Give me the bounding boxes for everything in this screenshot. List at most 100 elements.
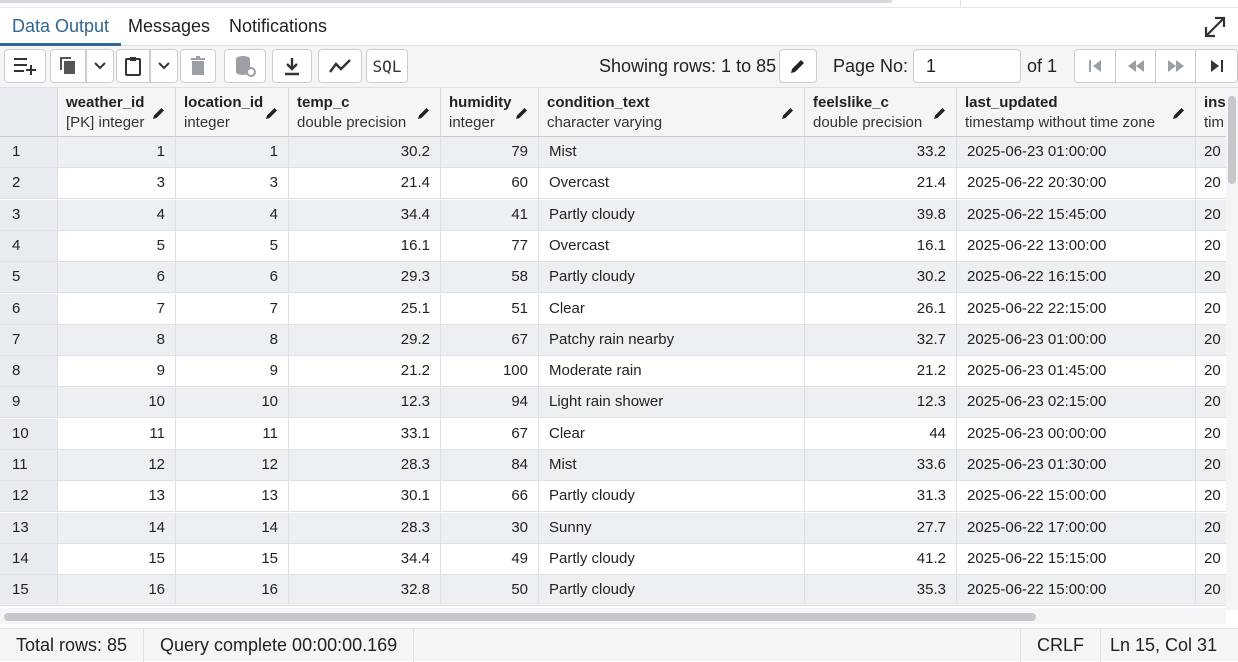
row-number[interactable]: 3 bbox=[0, 199, 58, 231]
cell-location-id[interactable]: 6 bbox=[176, 262, 289, 294]
cell-location-id[interactable]: 8 bbox=[176, 324, 289, 356]
cell-weather-id[interactable]: 4 bbox=[58, 199, 176, 231]
cell-temp-c[interactable]: 33.1 bbox=[289, 418, 441, 450]
vertical-scrollbar[interactable] bbox=[1226, 88, 1238, 610]
cell-humidity[interactable]: 30 bbox=[441, 512, 539, 544]
column-header-ins[interactable]: ins tim bbox=[1196, 88, 1226, 137]
edit-column-pencil-icon[interactable] bbox=[932, 105, 948, 121]
cell-temp-c[interactable]: 34.4 bbox=[289, 543, 441, 575]
cell-temp-c[interactable]: 21.2 bbox=[289, 356, 441, 388]
table-row[interactable]: 8 9 9 21.2 100 Moderate rain 21.2 2025-06-23 01… bbox=[0, 356, 1226, 388]
column-header-condition-text[interactable]: condition_text character varying bbox=[539, 88, 805, 137]
cell-last-updated[interactable]: 2025-06-22 13:00:00 bbox=[957, 230, 1196, 262]
column-header-feelslike-c[interactable]: feelslike_c double precision bbox=[805, 88, 957, 137]
cell-temp-c[interactable]: 25.1 bbox=[289, 293, 441, 325]
cell-weather-id[interactable]: 13 bbox=[58, 481, 176, 513]
row-number[interactable]: 14 bbox=[0, 543, 58, 575]
cell-location-id[interactable]: 16 bbox=[176, 575, 289, 606]
row-number[interactable]: 11 bbox=[0, 450, 58, 481]
table-row[interactable]: 2 3 3 21.4 60 Overcast 21.4 2025-06-22 20:30:00… bbox=[0, 168, 1226, 200]
edit-column-pencil-icon[interactable] bbox=[780, 105, 796, 121]
cell-location-id[interactable]: 10 bbox=[176, 387, 289, 419]
column-header-last-updated[interactable]: last_updated timestamp without time zone bbox=[957, 88, 1196, 137]
row-number[interactable]: 1 bbox=[0, 137, 58, 168]
table-row[interactable]: 14 15 15 34.4 49 Partly cloudy 41.2 2025-06-22 … bbox=[0, 543, 1226, 575]
cell-temp-c[interactable]: 30.1 bbox=[289, 481, 441, 513]
cell-feelslike-c[interactable]: 16.1 bbox=[805, 230, 957, 262]
cell-humidity[interactable]: 100 bbox=[441, 356, 539, 388]
cell-condition-text[interactable]: Partly cloudy bbox=[539, 262, 805, 294]
last-page-button[interactable] bbox=[1195, 49, 1238, 83]
cell-last-updated[interactable]: 2025-06-23 02:15:00 bbox=[957, 387, 1196, 419]
column-header-location-id[interactable]: location_id integer bbox=[176, 88, 289, 137]
cell-weather-id[interactable]: 12 bbox=[58, 450, 176, 481]
table-row[interactable]: 5 6 6 29.3 58 Partly cloudy 30.2 2025-06-22 16:… bbox=[0, 262, 1226, 294]
cell-temp-c[interactable]: 28.3 bbox=[289, 512, 441, 544]
cell-humidity[interactable]: 49 bbox=[441, 543, 539, 575]
cell-humidity[interactable]: 84 bbox=[441, 450, 539, 481]
cell-ins[interactable]: 20 bbox=[1196, 387, 1226, 419]
cell-feelslike-c[interactable]: 32.7 bbox=[805, 324, 957, 356]
copy-options-dropdown[interactable] bbox=[86, 49, 114, 83]
sql-button[interactable]: SQL bbox=[366, 49, 408, 83]
table-row[interactable]: 11 12 12 28.3 84 Mist 33.6 2025-06-23 01:30:00 2… bbox=[0, 450, 1226, 481]
edit-column-pencil-icon[interactable] bbox=[264, 105, 280, 121]
add-row-button[interactable] bbox=[4, 49, 46, 83]
cell-ins[interactable]: 20 bbox=[1196, 230, 1226, 262]
row-number[interactable]: 4 bbox=[0, 230, 58, 262]
tab-data-output[interactable]: Data Output bbox=[0, 8, 122, 46]
row-number[interactable]: 7 bbox=[0, 324, 58, 356]
row-number[interactable]: 13 bbox=[0, 512, 58, 544]
row-number[interactable]: 6 bbox=[0, 293, 58, 325]
cell-last-updated[interactable]: 2025-06-23 01:00:00 bbox=[957, 137, 1196, 168]
cell-condition-text[interactable]: Overcast bbox=[539, 168, 805, 200]
cell-feelslike-c[interactable]: 41.2 bbox=[805, 543, 957, 575]
cell-ins[interactable]: 20 bbox=[1196, 575, 1226, 606]
cell-humidity[interactable]: 58 bbox=[441, 262, 539, 294]
cell-humidity[interactable]: 67 bbox=[441, 324, 539, 356]
cell-location-id[interactable]: 14 bbox=[176, 512, 289, 544]
cell-temp-c[interactable]: 32.8 bbox=[289, 575, 441, 606]
cell-weather-id[interactable]: 15 bbox=[58, 543, 176, 575]
cell-ins[interactable]: 20 bbox=[1196, 356, 1226, 388]
cell-last-updated[interactable]: 2025-06-23 00:00:00 bbox=[957, 418, 1196, 450]
cell-humidity[interactable]: 51 bbox=[441, 293, 539, 325]
cell-ins[interactable]: 20 bbox=[1196, 481, 1226, 513]
cell-condition-text[interactable]: Light rain shower bbox=[539, 387, 805, 419]
cell-condition-text[interactable]: Overcast bbox=[539, 230, 805, 262]
edit-column-pencil-icon[interactable] bbox=[151, 105, 167, 121]
cell-location-id[interactable]: 11 bbox=[176, 418, 289, 450]
cell-temp-c[interactable]: 16.1 bbox=[289, 230, 441, 262]
cell-condition-text[interactable]: Partly cloudy bbox=[539, 199, 805, 231]
cell-condition-text[interactable]: Clear bbox=[539, 418, 805, 450]
cell-temp-c[interactable]: 12.3 bbox=[289, 387, 441, 419]
cell-feelslike-c[interactable]: 21.2 bbox=[805, 356, 957, 388]
cell-condition-text[interactable]: Mist bbox=[539, 450, 805, 481]
table-row[interactable]: 12 13 13 30.1 66 Partly cloudy 31.3 2025-06-22 … bbox=[0, 481, 1226, 513]
cell-condition-text[interactable]: Partly cloudy bbox=[539, 543, 805, 575]
cell-ins[interactable]: 20 bbox=[1196, 543, 1226, 575]
row-number[interactable]: 9 bbox=[0, 387, 58, 419]
cell-ins[interactable]: 20 bbox=[1196, 293, 1226, 325]
cell-location-id[interactable]: 12 bbox=[176, 450, 289, 481]
next-page-button[interactable] bbox=[1155, 49, 1196, 83]
cell-weather-id[interactable]: 14 bbox=[58, 512, 176, 544]
cell-weather-id[interactable]: 10 bbox=[58, 387, 176, 419]
vertical-scroll-thumb[interactable] bbox=[1228, 96, 1236, 184]
table-row[interactable]: 6 7 7 25.1 51 Clear 26.1 2025-06-22 22:15:00 20 bbox=[0, 293, 1226, 325]
cell-location-id[interactable]: 5 bbox=[176, 230, 289, 262]
select-all-corner[interactable] bbox=[0, 88, 58, 137]
row-number[interactable]: 15 bbox=[0, 575, 58, 606]
cell-location-id[interactable]: 7 bbox=[176, 293, 289, 325]
horizontal-scroll-thumb[interactable] bbox=[4, 613, 1036, 621]
expand-icon[interactable] bbox=[1202, 14, 1228, 40]
cell-ins[interactable]: 20 bbox=[1196, 199, 1226, 231]
cell-location-id[interactable]: 13 bbox=[176, 481, 289, 513]
table-row[interactable]: 7 8 8 29.2 67 Patchy rain nearby 32.7 2025-06-2… bbox=[0, 324, 1226, 356]
cell-location-id[interactable]: 4 bbox=[176, 199, 289, 231]
table-row[interactable]: 10 11 11 33.1 67 Clear 44 2025-06-23 00:00:00 20 bbox=[0, 418, 1226, 450]
cell-humidity[interactable]: 66 bbox=[441, 481, 539, 513]
copy-button[interactable] bbox=[50, 49, 86, 83]
cell-condition-text[interactable]: Mist bbox=[539, 137, 805, 168]
cell-last-updated[interactable]: 2025-06-22 15:00:00 bbox=[957, 481, 1196, 513]
